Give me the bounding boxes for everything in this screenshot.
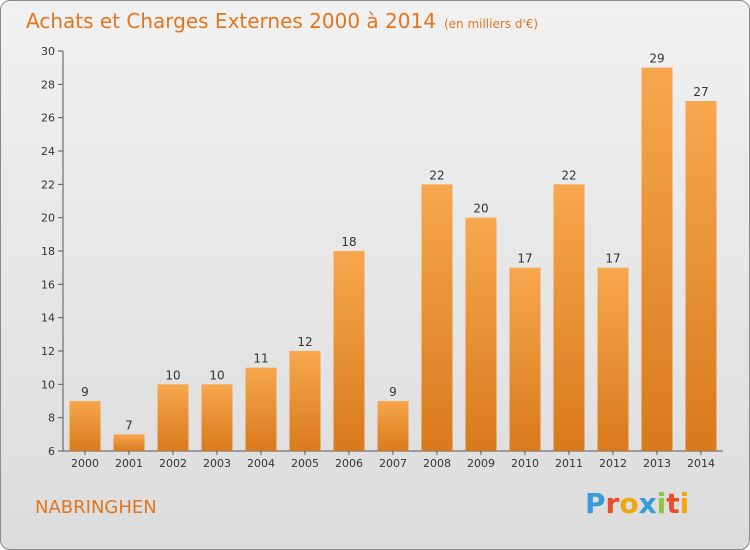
- x-tick-label: 2012: [599, 457, 627, 470]
- y-tick-label: 28: [41, 78, 55, 91]
- x-tick-label: 2003: [203, 457, 231, 470]
- x-tick-label: 2000: [71, 457, 99, 470]
- proxiti-logo: Proxiti: [585, 487, 689, 520]
- data-label: 10: [209, 368, 224, 382]
- x-tick-label: 2009: [467, 457, 495, 470]
- data-label: 12: [297, 335, 312, 349]
- x-tick-label: 2014: [687, 457, 715, 470]
- y-tick-label: 10: [41, 378, 55, 391]
- bar: [289, 351, 321, 451]
- bar: [553, 184, 585, 452]
- x-tick-label: 2008: [423, 457, 451, 470]
- y-tick-label: 22: [41, 178, 55, 191]
- data-label: 11: [253, 352, 268, 366]
- bar: [641, 67, 673, 452]
- y-tick-label: 14: [41, 312, 55, 325]
- data-label: 10: [165, 368, 180, 382]
- bar: [113, 434, 145, 451]
- x-tick-label: 2011: [555, 457, 583, 470]
- logo-letter: o: [619, 487, 639, 520]
- logo-letter: P: [585, 487, 606, 520]
- x-tick-label: 2006: [335, 457, 363, 470]
- y-tick-label: 18: [41, 245, 55, 258]
- x-tick-label: 2013: [643, 457, 671, 470]
- data-label: 17: [517, 252, 532, 266]
- unit-label: (en milliers d'€): [443, 17, 539, 31]
- data-label: 9: [389, 385, 397, 399]
- y-tick-label: 20: [41, 212, 55, 225]
- chart-title: Achats et Charges Externes 2000 à 2014 (e…: [26, 9, 538, 33]
- data-label: 17: [605, 252, 620, 266]
- data-label: 22: [429, 168, 444, 182]
- x-tick-label: 2007: [379, 457, 407, 470]
- bar: [201, 384, 233, 451]
- bar: [509, 267, 541, 451]
- y-tick-label: 12: [41, 345, 55, 358]
- bar: [421, 184, 453, 452]
- bar: [597, 267, 629, 451]
- bar: [685, 101, 717, 451]
- y-tick-label: 24: [41, 145, 55, 158]
- data-label: 22: [561, 168, 576, 182]
- x-tick-label: 2002: [159, 457, 187, 470]
- data-label: 9: [81, 385, 89, 399]
- commune-name: NABRINGHEN: [35, 497, 157, 518]
- data-label: 20: [473, 202, 488, 216]
- bar: [157, 384, 189, 451]
- bar-chart: 6 8 10 12 14 16 18 20 22 24 26 28 30 9 2000 7 2001 10 2002…: [41, 45, 723, 470]
- x-tick-label: 2004: [247, 457, 275, 470]
- logo-letter: t: [666, 487, 680, 520]
- y-tick-label: 8: [48, 412, 55, 425]
- bar: [377, 401, 409, 451]
- x-tick-label: 2005: [291, 457, 319, 470]
- logo-letter: x: [638, 487, 657, 520]
- bar: [245, 367, 277, 451]
- title-text: Achats et Charges Externes 2000 à 2014: [26, 9, 436, 33]
- logo-letter: i: [679, 487, 690, 520]
- x-tick-label: 2001: [115, 457, 143, 470]
- bar: [333, 251, 365, 451]
- data-label: 27: [693, 85, 708, 99]
- logo-letter: i: [656, 487, 667, 520]
- y-tick-label: 16: [41, 278, 55, 291]
- data-label: 18: [341, 235, 356, 249]
- x-tick-label: 2010: [511, 457, 539, 470]
- logo-letter: r: [605, 487, 620, 520]
- y-tick-label: 6: [48, 445, 55, 458]
- data-label: 29: [649, 52, 664, 66]
- bar: [69, 401, 101, 451]
- y-tick-label: 26: [41, 112, 55, 125]
- y-tick-label: 30: [41, 45, 55, 58]
- bar: [465, 217, 497, 451]
- data-label: 7: [125, 418, 133, 432]
